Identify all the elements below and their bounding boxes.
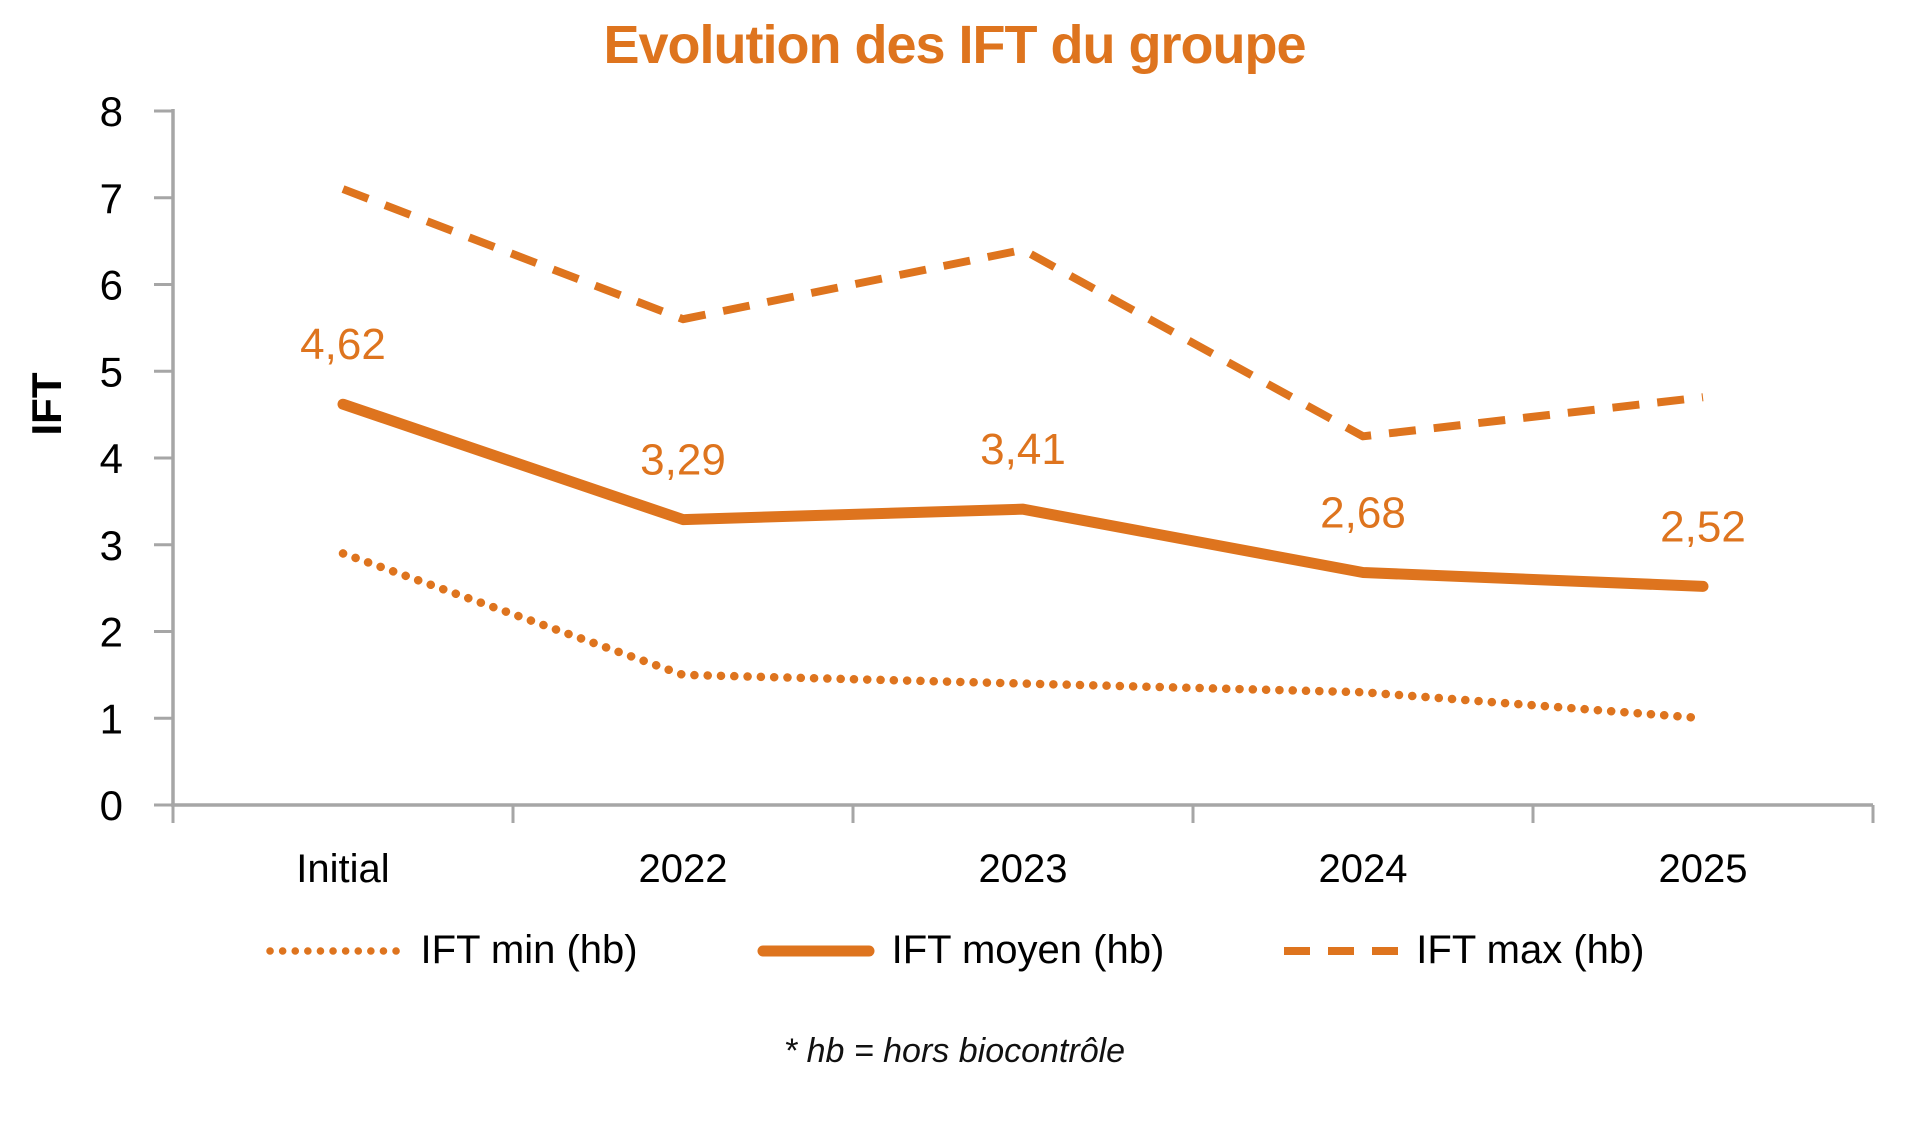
x-tick-label: 2025 <box>1659 847 1748 891</box>
series-line-ift-min-hb- <box>338 549 1708 723</box>
dotted-line-sample-icon <box>265 946 404 955</box>
legend-label-ift-max: IFT max (hb) <box>1416 928 1645 972</box>
legend-item-ift-moyen: IFT moyen (hb) <box>756 928 1165 973</box>
legend-label-ift-moyen: IFT moyen (hb) <box>891 928 1165 972</box>
legend-item-ift-max: IFT max (hb) <box>1282 928 1644 973</box>
y-tick-label: 2 <box>100 609 123 656</box>
legend-item-ift-min: IFT min (hb) <box>265 928 638 973</box>
y-tick-label: 3 <box>100 522 123 569</box>
x-tick-label: 2023 <box>979 847 1068 891</box>
data-label: 2,52 <box>1660 502 1746 551</box>
x-tick-label: 2024 <box>1319 847 1408 891</box>
x-tick-label: Initial <box>296 847 389 891</box>
y-tick-label: 8 <box>100 88 123 135</box>
y-tick-label: 6 <box>100 262 123 309</box>
y-tick-label: 5 <box>100 348 123 395</box>
footnote: * hb = hors biocontrôle <box>783 1032 1126 1070</box>
y-tick-label: 0 <box>100 782 123 829</box>
legend: IFT min (hb) IFT moyen (hb) IFT max (hb) <box>0 928 1909 973</box>
y-tick-label: 7 <box>100 175 123 222</box>
data-label: 3,29 <box>640 436 726 485</box>
data-label: 3,41 <box>980 425 1066 474</box>
solid-line-sample-icon <box>757 945 875 956</box>
y-tick-label: 1 <box>100 695 123 742</box>
dashed-line-sample-icon <box>1284 946 1401 955</box>
x-tick-label: 2022 <box>639 847 728 891</box>
legend-label-ift-min: IFT min (hb) <box>420 928 638 972</box>
data-label: 4,62 <box>300 320 386 369</box>
chart-title: Evolution des IFT du groupe <box>603 15 1307 75</box>
y-tick-label: 4 <box>100 435 123 482</box>
data-label: 2,68 <box>1320 489 1406 538</box>
series-line-ift-max-hb- <box>341 185 1704 441</box>
series-line-ift-moyen-hb- <box>337 398 1709 592</box>
